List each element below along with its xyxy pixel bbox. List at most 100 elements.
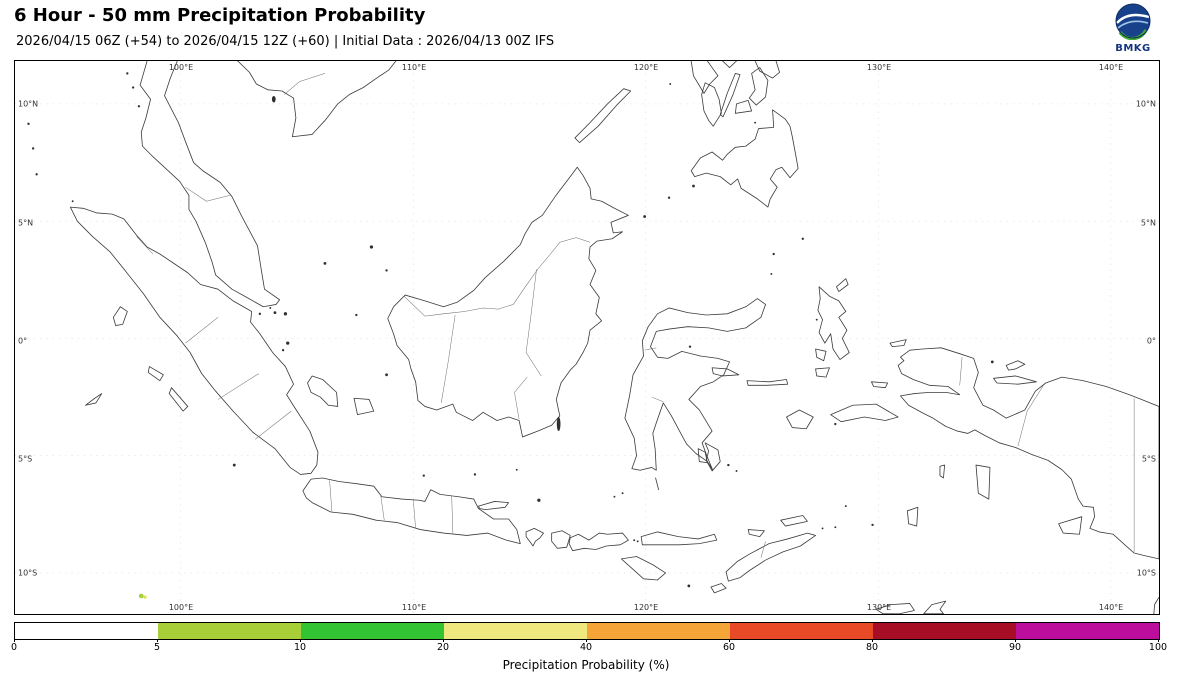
coast-belitung <box>353 397 375 416</box>
coast-samar <box>754 61 780 79</box>
coast-peleng-banggai <box>711 367 740 377</box>
border-kalimantan-west-central <box>440 314 456 403</box>
colorbar-segment <box>15 623 158 639</box>
border-java-2 <box>380 495 385 521</box>
gridlines <box>15 61 1159 614</box>
coast-obi <box>815 367 830 378</box>
coast-masbate <box>722 61 737 68</box>
lon-tick-label: 100°E <box>168 603 194 612</box>
colorbar-tickmark <box>157 639 158 642</box>
colorbar-tick-label: 80 <box>865 642 879 653</box>
lon-tick-label: 130°E <box>866 63 892 72</box>
coast-alor <box>747 529 765 538</box>
bmkg-logo-label: BMKG <box>1115 43 1151 54</box>
coast-java <box>302 477 521 545</box>
coast-sumba <box>621 556 666 581</box>
colorbar-tickmark <box>586 639 587 642</box>
coast-bohol <box>734 99 753 114</box>
colorbar-tickmark <box>729 639 730 642</box>
coast-rote <box>710 583 727 594</box>
coast-cape-york <box>1153 597 1159 614</box>
small-islands <box>27 72 994 588</box>
colorbar-segment <box>730 623 873 639</box>
coast-papua <box>897 347 1159 560</box>
coast-cobourg <box>923 600 947 614</box>
coast-bangka <box>307 375 339 407</box>
page-title: 6 Hour - 50 mm Precipitation Probability <box>14 5 426 26</box>
bmkg-logo: BMKG <box>1110 2 1156 54</box>
colorbar-tick-label: 60 <box>722 642 736 653</box>
coast-malay-peninsula <box>139 61 281 308</box>
lat-tick-label: 10°N <box>1135 99 1156 109</box>
lat-tick-label: 5°S <box>1141 454 1156 464</box>
lat-tick-label: 10°N <box>18 99 39 109</box>
colorbar-segment <box>444 623 587 639</box>
coast-nias <box>112 306 128 326</box>
coast-sulawesi <box>624 298 766 471</box>
colorbar-tick-label: 5 <box>153 642 161 653</box>
border-papua-provinces <box>1017 385 1044 447</box>
colorbar-tickmark <box>443 639 444 642</box>
coast-panay <box>690 61 719 94</box>
coast-palawan <box>574 88 632 144</box>
lon-tick-label: 140°E <box>1098 63 1124 72</box>
bmkg-logo-icon <box>1115 3 1151 41</box>
border-birds-head <box>959 357 963 386</box>
border-timor-leste <box>760 541 766 558</box>
coast-sumatra <box>69 206 319 475</box>
coast-indochina <box>237 61 397 138</box>
colorbar-tickmark <box>300 639 301 642</box>
colorbar-tick-label: 0 <box>10 642 18 653</box>
coast-morotai <box>836 278 849 292</box>
coastlines <box>69 61 1159 614</box>
coast-madura <box>478 501 510 511</box>
lon-tick-label: 140°E <box>1098 603 1124 612</box>
coast-bali <box>525 527 544 547</box>
coast-yapen <box>993 375 1037 385</box>
border-malaysia-indonesia-borneo <box>403 237 591 317</box>
border-java-1 <box>329 480 333 513</box>
border-java-4 <box>451 495 454 534</box>
colorbar-tickmark <box>14 639 15 642</box>
colorbar-track <box>14 622 1160 640</box>
colorbar-segment <box>587 623 730 639</box>
lat-tick-label: 5°S <box>18 454 33 464</box>
coast-flores <box>640 531 718 546</box>
colorbar-tick-label: 90 <box>1008 642 1022 653</box>
coast-pagai <box>168 387 189 412</box>
colorbar-ticks: 0 5 10 20 40 60 80 90 100 <box>10 639 1167 655</box>
coast-selayar <box>655 477 660 491</box>
coast-kei <box>939 464 946 479</box>
border-thailand-malaysia <box>185 186 230 202</box>
coast-siberut <box>147 366 164 382</box>
border-sumatra-2 <box>185 317 219 344</box>
coast-lombok <box>551 530 571 549</box>
coast-tanimbar <box>907 506 919 527</box>
coast-mindanao <box>690 109 799 208</box>
coast-cebu <box>719 73 741 118</box>
colorbar-tickmark <box>872 639 873 642</box>
border-sumatra-4 <box>255 410 292 440</box>
colorbar-segment <box>158 623 301 639</box>
border-kalimantan-central-east <box>525 269 542 377</box>
lon-tick-label: 120°E <box>633 603 659 612</box>
border-sumatra-1 <box>136 236 154 255</box>
lon-tick-label: 110°E <box>401 63 427 72</box>
lon-tick-label: 100°E <box>168 63 194 72</box>
coast-misool <box>870 381 889 389</box>
coast-aru <box>975 464 991 500</box>
coast-wetar <box>780 515 808 527</box>
lat-tick-label: 10°S <box>18 568 38 578</box>
coast-melville-bathurst <box>875 603 915 614</box>
forecast-period-subtitle: 2026/04/15 06Z (+54) to 2026/04/15 12Z (… <box>16 34 555 49</box>
lon-tick-label: 130°E <box>866 603 892 612</box>
border-sulawesi-2 <box>651 396 664 402</box>
coast-sumbawa <box>568 532 629 552</box>
lat-tick-label: 0° <box>18 336 28 346</box>
indonesia-map-svg <box>15 61 1159 614</box>
coast-dolak <box>1058 516 1083 535</box>
border-cambodia-vietnam <box>284 73 326 95</box>
lon-tick-label: 110°E <box>401 603 427 612</box>
border-java-3 <box>413 500 416 529</box>
colorbar-segment <box>301 623 444 639</box>
